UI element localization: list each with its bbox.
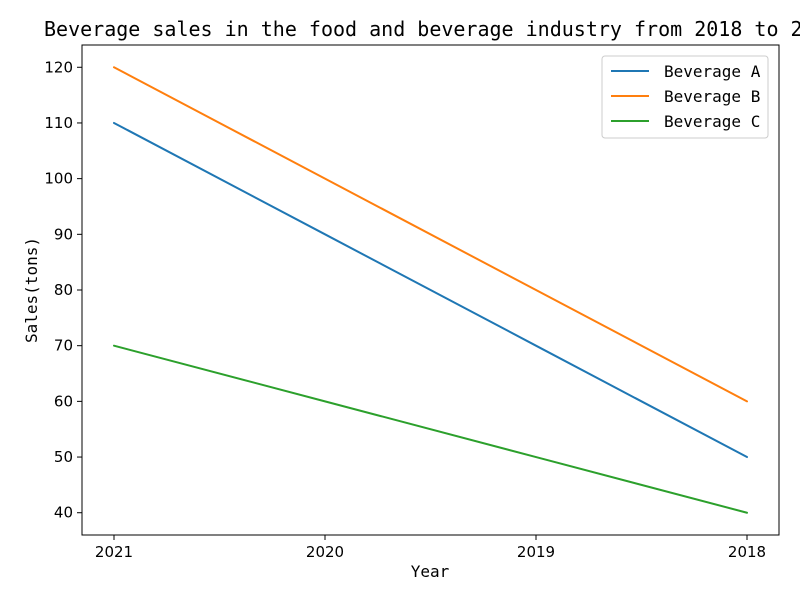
y-tick-label-80: 80: [54, 281, 73, 299]
y-tick-label-100: 100: [44, 170, 73, 188]
y-tick-label-90: 90: [54, 225, 73, 243]
legend-label-beverage-b: Beverage B: [664, 87, 760, 106]
y-tick-label-40: 40: [54, 504, 73, 522]
x-tick-label-2018: 2018: [728, 543, 766, 561]
x-tick-label-2021: 2021: [95, 543, 133, 561]
x-tick-label-2019: 2019: [517, 543, 555, 561]
series-layer: [113, 66, 748, 514]
x-axis-label: Year: [411, 562, 450, 581]
legend-label-beverage-c: Beverage C: [664, 112, 760, 131]
legend: Beverage A Beverage B Beverage C: [601, 55, 769, 139]
y-tick-label-50: 50: [54, 448, 73, 466]
series-line-beverage-b: [113, 66, 748, 403]
chart-title: Beverage sales in the food and beverage …: [44, 17, 800, 41]
x-axis: 2021 2020 2019 2018: [95, 535, 766, 561]
y-axis: 40 50 60 70 80 90 100 110 120: [44, 58, 82, 522]
y-tick-label-70: 70: [54, 337, 73, 355]
legend-label-beverage-a: Beverage A: [664, 62, 761, 81]
y-axis-label: Sales(tons): [22, 237, 41, 343]
x-tick-label-2020: 2020: [306, 543, 344, 561]
legend-box: [601, 55, 769, 139]
series-line-beverage-a: [113, 121, 748, 459]
legend-items: Beverage A Beverage B Beverage C: [611, 62, 761, 131]
y-tick-label-110: 110: [44, 114, 73, 132]
y-tick-label-120: 120: [44, 58, 73, 76]
y-tick-label-60: 60: [54, 392, 73, 410]
series-line-beverage-c: [113, 344, 748, 514]
